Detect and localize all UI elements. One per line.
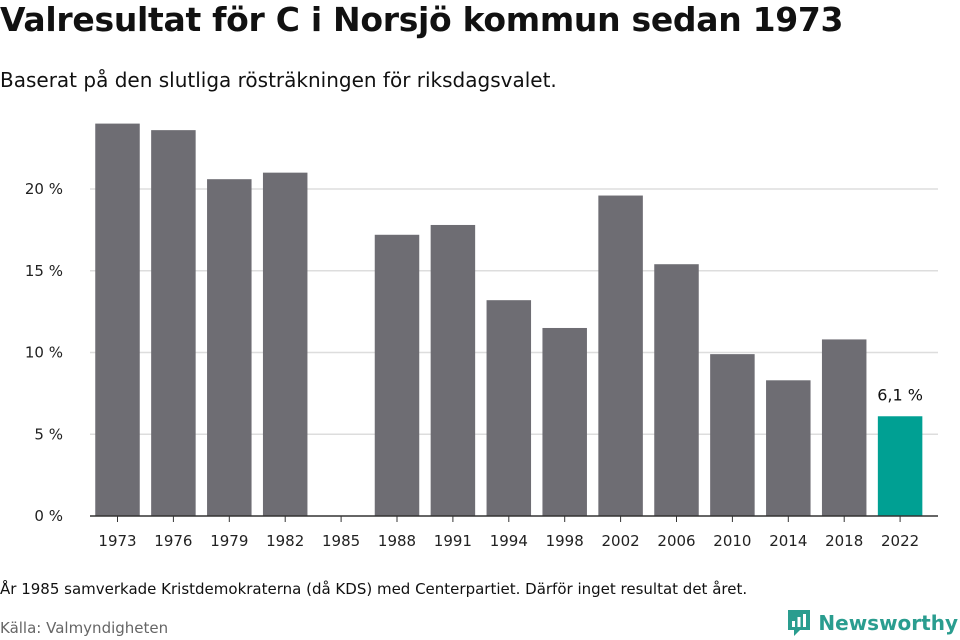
x-tick-label: 1982 [266, 532, 304, 550]
x-tick-label: 2018 [825, 532, 863, 550]
x-tick-label: 1994 [490, 532, 528, 550]
footnote: År 1985 samverkade Kristdemokraterna (då… [0, 580, 748, 598]
bar-chart: 0 %5 %10 %15 %20 % 1973 1976 1979 1982 1985 1… [25, 123, 938, 550]
y-axis-ticks: 0 % 5 % 10 % 15 % 20 % [25, 180, 63, 525]
bars [95, 123, 923, 516]
y-tick-label: 20 % [25, 180, 63, 198]
data-label-2022: 6,1 % [877, 385, 923, 404]
bar-2002 [598, 195, 643, 516]
x-tick-label: 1998 [546, 532, 584, 550]
x-tick-label: 1979 [210, 532, 248, 550]
bar-2006 [654, 264, 699, 516]
chart-title: Valresultat för C i Norsjö kommun sedan … [0, 0, 844, 39]
y-tick-label: 15 % [25, 262, 63, 280]
bar-2010 [710, 354, 755, 516]
data-labels: 6,1 % [877, 385, 923, 404]
chart-subtitle: Baserat på den slutliga rösträkningen fö… [0, 68, 557, 92]
bar-2018 [821, 339, 867, 516]
newsworthy-logo-icon [788, 610, 811, 636]
brand-logo: Newsworthy [786, 608, 958, 638]
x-tick-label: 2002 [602, 532, 640, 550]
x-tick-label: 1985 [322, 532, 360, 550]
bar-2022 [877, 416, 923, 516]
x-tick-label: 2010 [713, 532, 751, 550]
bar-1994 [486, 300, 532, 516]
x-tick-label: 1976 [154, 532, 192, 550]
bar-1991 [430, 224, 476, 516]
x-tick-label: 1973 [98, 532, 136, 550]
bar-1973 [95, 123, 140, 516]
x-axis-ticks: 1973 1976 1979 1982 1985 1988 1991 1994 1998 2002… [90, 515, 938, 550]
bar-1976 [151, 130, 196, 516]
x-tick-label: 2006 [657, 532, 695, 550]
y-tick-label: 0 % [34, 507, 63, 525]
bar-1979 [207, 179, 252, 516]
y-tick-label: 5 % [34, 425, 63, 443]
x-tick-label: 2014 [769, 532, 807, 550]
y-tick-label: 10 % [25, 344, 63, 362]
x-tick-label: 1991 [434, 532, 472, 550]
brand-name: Newsworthy [818, 611, 958, 635]
bar-1982 [262, 172, 308, 516]
bar-1988 [374, 234, 420, 516]
source-credit: Källa: Valmyndigheten [0, 619, 169, 637]
bar-1998 [542, 327, 587, 516]
bar-2014 [766, 380, 811, 516]
x-tick-label: 2022 [881, 532, 919, 550]
x-tick-label: 1988 [378, 532, 416, 550]
